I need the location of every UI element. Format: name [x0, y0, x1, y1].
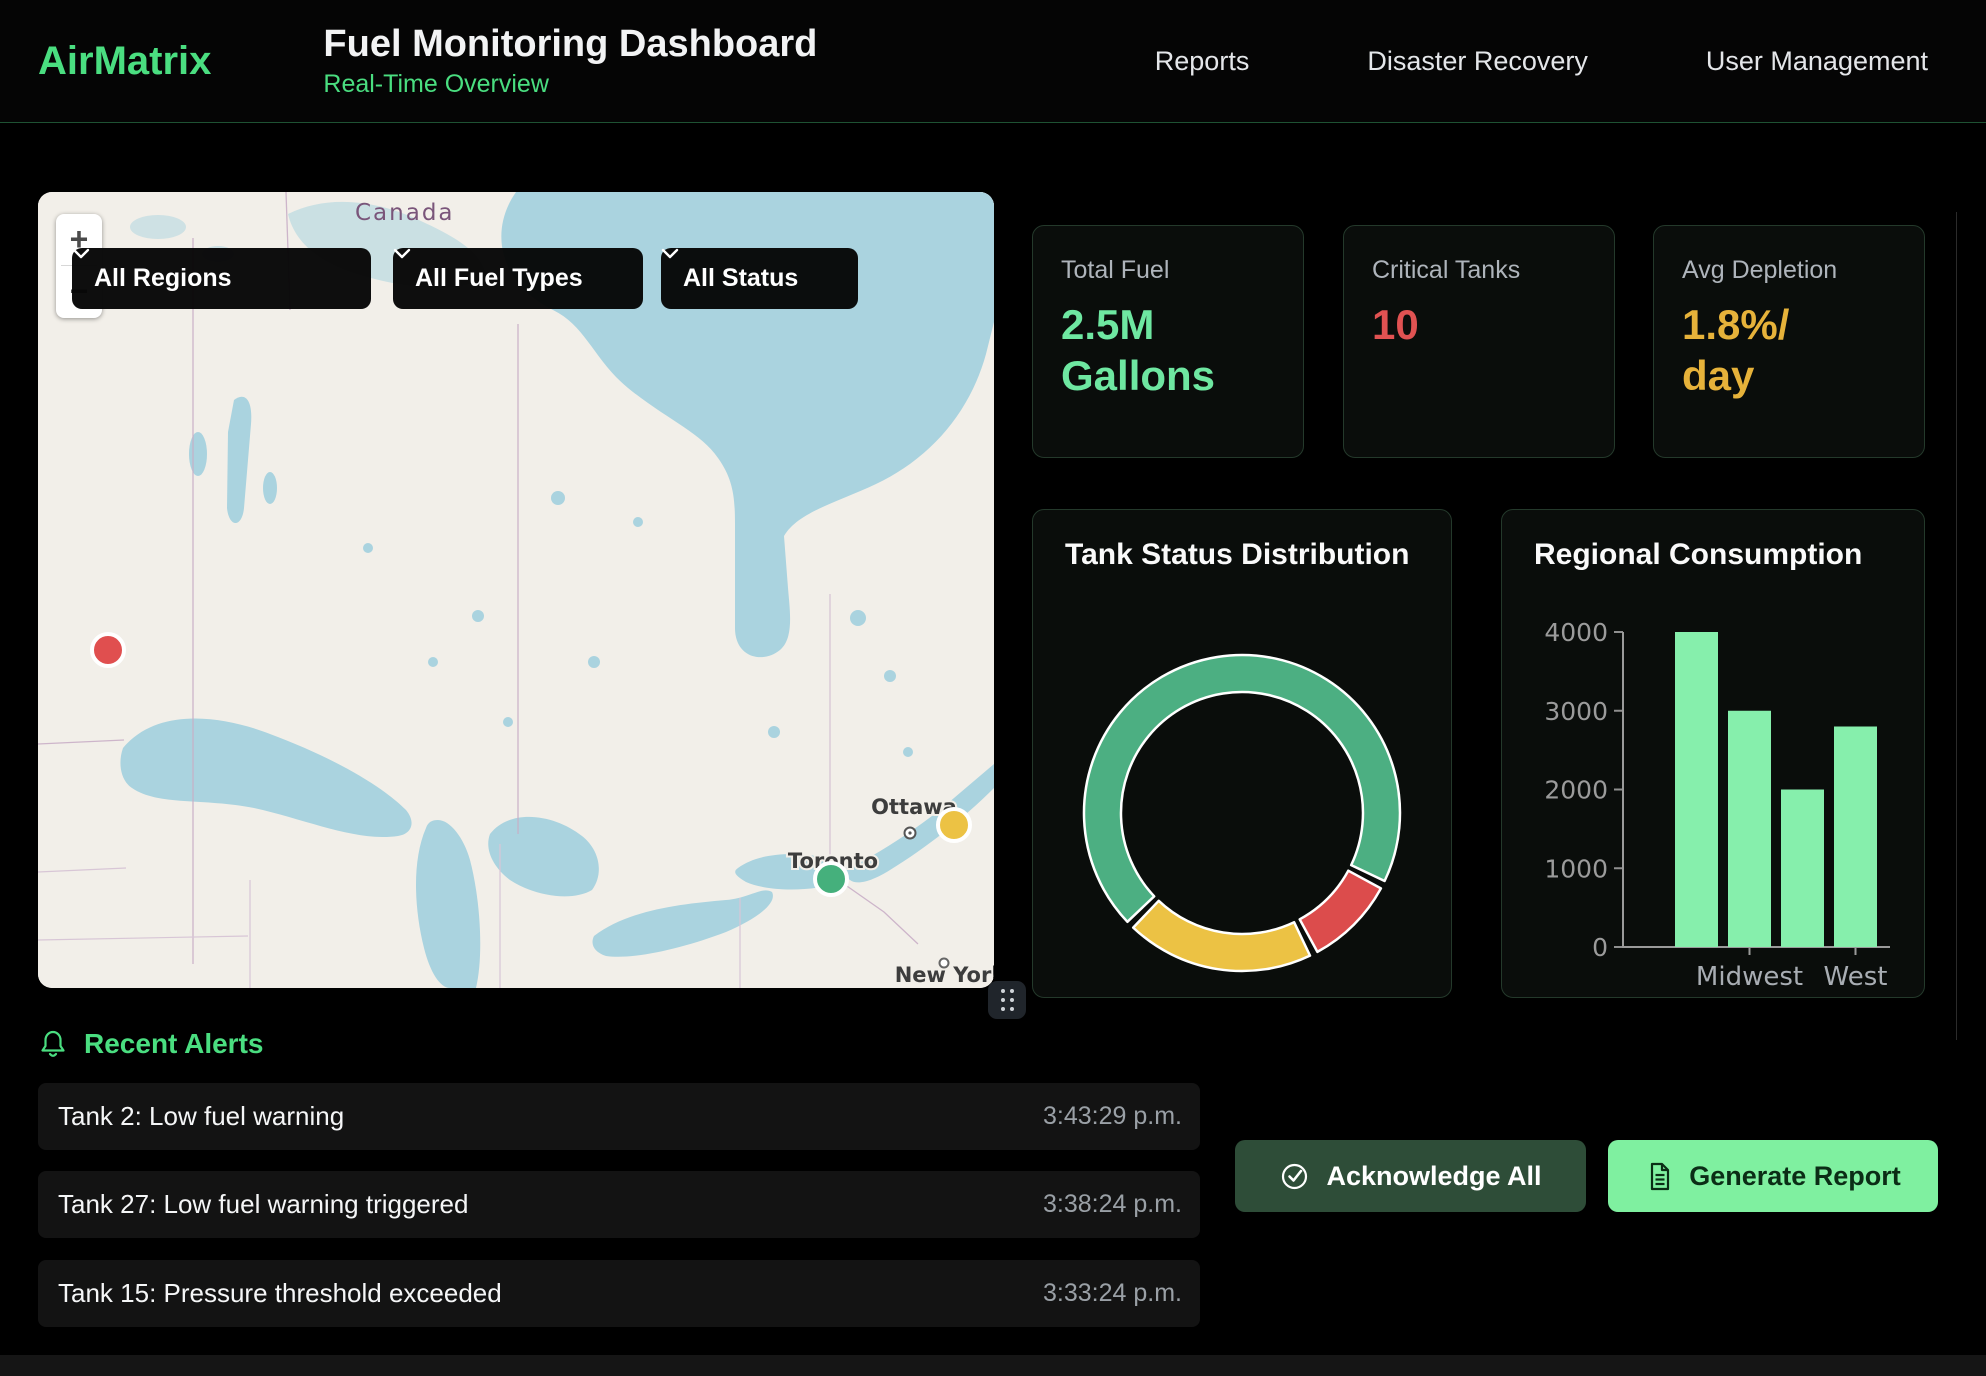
ottawa-dot-center	[908, 831, 911, 834]
alert-time: 3:33:24 p.m.	[1043, 1279, 1182, 1308]
stat-value-avg-depletion: 1.8%/day	[1682, 299, 1812, 401]
brand-logo: AirMatrix	[38, 39, 211, 84]
footer-bar	[0, 1355, 1986, 1376]
acknowledge-all-button[interactable]: Acknowledge All	[1235, 1140, 1586, 1212]
bar-1	[1728, 711, 1771, 947]
label-canada: Canada	[355, 200, 455, 226]
stat-card-critical-tanks: Critical Tanks 10	[1343, 225, 1615, 458]
donut-segment-critical	[1300, 871, 1381, 952]
bar-2	[1781, 790, 1824, 948]
alert-row: Tank 27: Low fuel warning triggered 3:38…	[38, 1171, 1200, 1238]
fuel-type-filter-select[interactable]: All Fuel Types	[393, 248, 643, 309]
tank-marker-warning[interactable]	[938, 809, 970, 841]
stat-value-critical-tanks: 10	[1372, 299, 1584, 350]
region-filter-value: All Regions	[94, 264, 232, 293]
panel-right-edge	[1956, 212, 1957, 1040]
document-icon	[1645, 1161, 1673, 1192]
chevron-down-icon	[661, 248, 679, 259]
chevron-down-icon	[72, 248, 90, 259]
bell-icon	[38, 1028, 68, 1060]
tank-marker-critical[interactable]	[92, 634, 124, 666]
svg-text:1000: 1000	[1544, 854, 1608, 883]
check-circle-icon	[1279, 1161, 1310, 1192]
regional-consumption-bar-chart: 0 1000 2000 3000 4000 Midwest West	[1502, 510, 1925, 998]
stat-label: Total Fuel	[1061, 256, 1275, 285]
tank-marker-normal[interactable]	[815, 863, 847, 895]
chevron-down-icon	[393, 248, 411, 259]
acknowledge-all-label: Acknowledge All	[1326, 1161, 1541, 1192]
nav-user-management[interactable]: User Management	[1706, 46, 1928, 77]
map-canvas[interactable]: Canada Ottawa Toronto New York	[38, 192, 994, 988]
svg-text:2000: 2000	[1544, 776, 1608, 805]
resize-drag-handle[interactable]	[988, 981, 1026, 1019]
stat-card-total-fuel: Total Fuel 2.5M Gallons	[1032, 225, 1304, 458]
alert-time: 3:43:29 p.m.	[1043, 1102, 1182, 1131]
alert-message: Tank 15: Pressure threshold exceeded	[58, 1278, 502, 1309]
generate-report-button[interactable]: Generate Report	[1608, 1140, 1938, 1212]
stat-label: Critical Tanks	[1372, 256, 1586, 285]
donut-segment-warning	[1133, 901, 1310, 971]
app-header: AirMatrix Fuel Monitoring Dashboard Real…	[0, 0, 1986, 123]
main-nav: Reports Disaster Recovery User Managemen…	[1155, 46, 1928, 77]
stat-label: Avg Depletion	[1682, 256, 1896, 285]
label-new-york: New York	[895, 963, 994, 987]
bar-3	[1834, 727, 1877, 948]
alerts-section-title: Recent Alerts	[84, 1028, 263, 1060]
page-title: Fuel Monitoring Dashboard	[323, 23, 817, 66]
alert-message: Tank 27: Low fuel warning triggered	[58, 1189, 468, 1220]
svg-text:4000: 4000	[1544, 618, 1608, 647]
alerts-header: Recent Alerts	[38, 1028, 263, 1060]
nav-disaster-recovery[interactable]: Disaster Recovery	[1367, 46, 1588, 77]
page-subtitle: Real-Time Overview	[323, 70, 817, 99]
svg-text:West: West	[1824, 962, 1888, 992]
status-filter-value: All Status	[683, 264, 798, 293]
title-block: Fuel Monitoring Dashboard Real-Time Over…	[323, 23, 817, 99]
status-filter-select[interactable]: All Status	[661, 248, 858, 309]
svg-text:3000: 3000	[1544, 697, 1608, 726]
generate-report-label: Generate Report	[1689, 1161, 1901, 1192]
stat-value-total-fuel: 2.5M Gallons	[1061, 299, 1231, 401]
svg-text:Midwest: Midwest	[1696, 962, 1803, 992]
fuel-map[interactable]: Canada Ottawa Toronto New York + − All R…	[38, 192, 994, 988]
region-filter-select[interactable]: All Regions	[72, 248, 371, 309]
fuel-type-filter-value: All Fuel Types	[415, 264, 583, 293]
svg-text:0: 0	[1592, 933, 1608, 962]
stat-card-avg-depletion: Avg Depletion 1.8%/day	[1653, 225, 1925, 458]
alert-row: Tank 15: Pressure threshold exceeded 3:3…	[38, 1260, 1200, 1327]
tank-status-donut-chart	[1033, 510, 1452, 998]
alert-time: 3:38:24 p.m.	[1043, 1190, 1182, 1219]
alert-row: Tank 2: Low fuel warning 3:43:29 p.m.	[38, 1083, 1200, 1150]
alert-message: Tank 2: Low fuel warning	[58, 1101, 344, 1132]
bar-0	[1675, 632, 1718, 947]
nav-reports[interactable]: Reports	[1155, 46, 1250, 77]
tank-status-chart-card: Tank Status Distribution	[1032, 509, 1452, 998]
regional-consumption-chart-card: Regional Consumption 01000200030004000Mi…	[1501, 509, 1925, 998]
